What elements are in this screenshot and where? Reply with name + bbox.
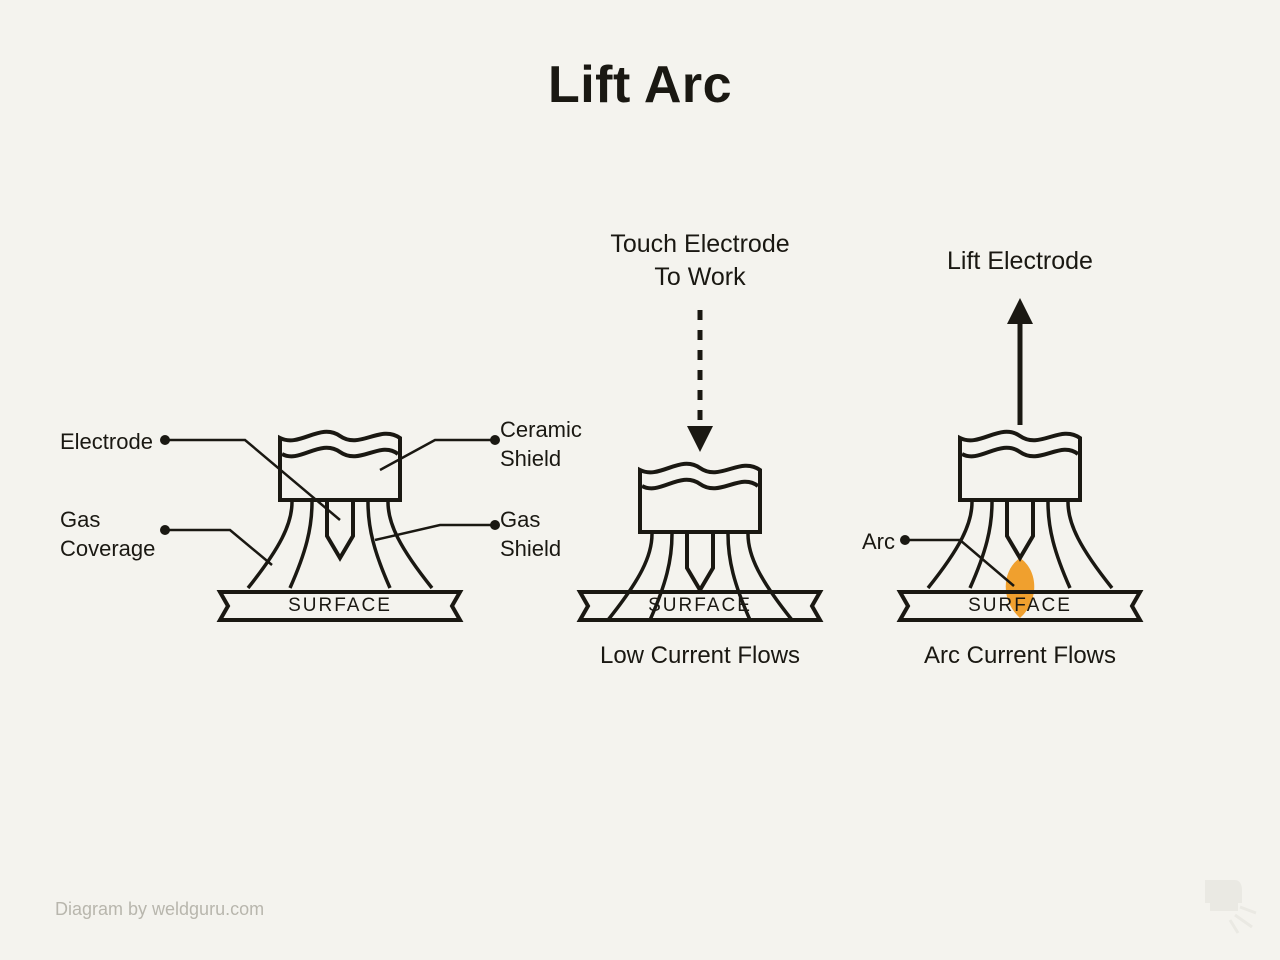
- diagram-credit: Diagram by weldguru.com: [55, 899, 264, 920]
- stage3-top-label: Lift Electrode: [900, 245, 1140, 278]
- stage3-surface-text: SURFACE: [968, 595, 1072, 616]
- label-arc: Arc: [862, 528, 895, 557]
- watermark-icon: [1190, 865, 1260, 935]
- stage3-bottom-label: Arc Current Flows: [900, 640, 1140, 671]
- stage-3-svg: SURFACE: [0, 0, 1280, 960]
